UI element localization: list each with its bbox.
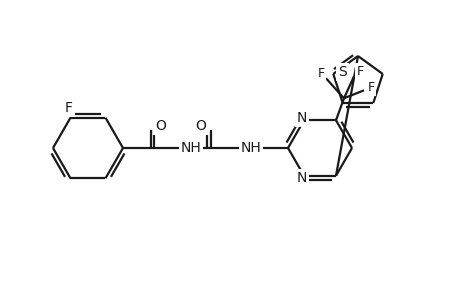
Text: NH: NH bbox=[180, 141, 201, 155]
Text: N: N bbox=[296, 111, 307, 125]
Text: NH: NH bbox=[240, 141, 261, 155]
Text: F: F bbox=[64, 101, 73, 115]
Text: S: S bbox=[337, 65, 346, 79]
Text: N: N bbox=[296, 171, 307, 185]
Text: O: O bbox=[155, 119, 166, 133]
Text: F: F bbox=[356, 65, 363, 78]
Text: F: F bbox=[367, 81, 374, 94]
Text: F: F bbox=[317, 67, 324, 80]
Text: O: O bbox=[195, 119, 206, 133]
